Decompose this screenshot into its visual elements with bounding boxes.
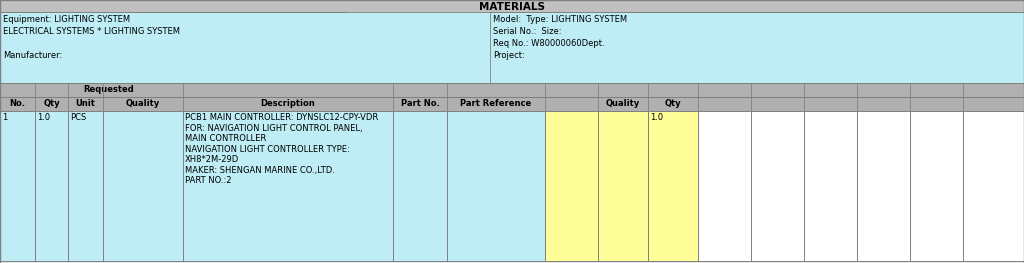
Text: Qty: Qty <box>43 99 59 108</box>
Text: Requested: Requested <box>84 85 134 94</box>
Bar <box>35 111 68 261</box>
Text: Part Reference: Part Reference <box>461 99 531 108</box>
Bar <box>393 111 447 261</box>
Bar <box>490 12 1024 83</box>
Text: FOR: NAVIGATION LIGHT CONTROL PANEL,: FOR: NAVIGATION LIGHT CONTROL PANEL, <box>185 124 362 133</box>
Bar <box>0 12 348 83</box>
Text: XH8*2M-29D: XH8*2M-29D <box>185 155 240 164</box>
Text: Unit: Unit <box>76 99 95 108</box>
Text: Equipment: LIGHTING SYSTEM: Equipment: LIGHTING SYSTEM <box>3 15 130 24</box>
Text: No.: No. <box>9 99 26 108</box>
Bar <box>0 83 1024 97</box>
Text: 1.0: 1.0 <box>37 113 50 122</box>
Bar <box>183 111 393 261</box>
Text: PART NO.:2: PART NO.:2 <box>185 176 231 185</box>
Text: Manufacturer:: Manufacturer: <box>3 51 62 60</box>
Bar <box>447 111 545 261</box>
Bar <box>0 0 1024 12</box>
Bar <box>0 97 1024 111</box>
Text: Qty: Qty <box>665 99 681 108</box>
Text: ELECTRICAL SYSTEMS * LIGHTING SYSTEM: ELECTRICAL SYSTEMS * LIGHTING SYSTEM <box>3 27 180 36</box>
Bar <box>103 111 183 261</box>
Bar <box>963 111 1024 261</box>
Text: MAIN CONTROLLER: MAIN CONTROLLER <box>185 134 266 143</box>
Text: Description: Description <box>261 99 315 108</box>
Text: Project:: Project: <box>493 51 524 60</box>
Text: Serial No.:  Size:: Serial No.: Size: <box>493 27 561 36</box>
Bar <box>648 111 698 261</box>
Text: Part No.: Part No. <box>400 99 439 108</box>
Bar <box>857 111 910 261</box>
Text: 1: 1 <box>2 113 7 122</box>
Bar <box>598 111 648 261</box>
Text: 1.0: 1.0 <box>650 113 664 122</box>
Text: Quality: Quality <box>606 99 640 108</box>
Text: PCS: PCS <box>70 113 86 122</box>
Bar <box>68 111 103 261</box>
Text: NAVIGATION LIGHT CONTROLLER TYPE:: NAVIGATION LIGHT CONTROLLER TYPE: <box>185 144 350 154</box>
Bar <box>698 111 751 261</box>
Text: Quality: Quality <box>126 99 160 108</box>
Bar <box>910 111 963 261</box>
Bar <box>545 111 598 261</box>
Text: MATERIALS: MATERIALS <box>479 2 545 12</box>
Bar <box>804 111 857 261</box>
Text: Req No.: W80000060Dept.: Req No.: W80000060Dept. <box>493 39 604 48</box>
Text: Model:  Type: LIGHTING SYSTEM: Model: Type: LIGHTING SYSTEM <box>493 15 627 24</box>
Bar <box>0 111 35 261</box>
Bar <box>0 12 1024 83</box>
Text: MAKER: SHENGAN MARINE CO.,LTD.: MAKER: SHENGAN MARINE CO.,LTD. <box>185 165 335 174</box>
Text: PCB1 MAIN CONTROLLER: DYNSLC12-CPY-VDR: PCB1 MAIN CONTROLLER: DYNSLC12-CPY-VDR <box>185 113 378 122</box>
Bar <box>751 111 804 261</box>
Bar <box>348 12 490 83</box>
